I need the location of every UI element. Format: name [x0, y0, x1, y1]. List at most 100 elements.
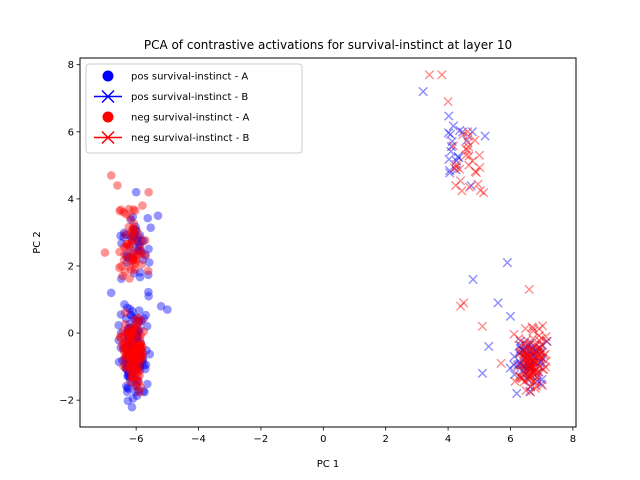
data-point — [136, 340, 146, 349]
data-point — [140, 387, 149, 397]
data-point — [118, 356, 127, 365]
data-point — [418, 86, 428, 97]
data-point — [122, 230, 131, 240]
data-point — [122, 328, 132, 338]
data-point — [117, 274, 126, 284]
data-point — [463, 142, 474, 152]
data-point — [128, 253, 138, 262]
data-point — [525, 338, 536, 348]
data-point — [124, 363, 134, 372]
data-point — [124, 222, 134, 232]
data-point — [524, 361, 535, 371]
data-point — [515, 336, 526, 346]
data-point — [135, 325, 144, 334]
data-point — [530, 383, 541, 394]
data-point — [137, 355, 146, 365]
data-point — [127, 341, 137, 351]
data-point — [122, 258, 132, 267]
data-point — [135, 230, 145, 240]
data-point — [124, 368, 133, 377]
data-point — [529, 346, 539, 357]
data-point — [139, 236, 148, 246]
data-point — [121, 320, 130, 329]
legend-label: neg survival-instinct - A — [131, 113, 250, 124]
data-point — [527, 351, 538, 361]
data-point — [519, 351, 530, 362]
x-axis-ticks: −6 −4 −2 0 2 4 6 8 — [129, 427, 576, 445]
data-point — [446, 141, 457, 152]
data-point — [129, 341, 138, 350]
data-point — [474, 150, 485, 160]
data-point — [514, 371, 524, 381]
data-point — [521, 343, 532, 354]
data-point — [122, 239, 132, 249]
data-point — [536, 333, 547, 343]
data-point — [516, 360, 526, 371]
data-point — [131, 225, 140, 234]
data-point — [134, 378, 143, 387]
data-point — [451, 156, 462, 166]
data-point — [123, 330, 133, 339]
data-point — [129, 350, 139, 359]
data-point — [129, 338, 139, 348]
data-point — [520, 352, 530, 363]
data-point — [124, 351, 134, 360]
data-point — [502, 257, 513, 268]
data-point — [139, 327, 148, 336]
data-point — [524, 363, 534, 373]
data-point — [126, 353, 136, 363]
data-point — [522, 359, 532, 369]
data-point — [128, 224, 138, 234]
data-point — [136, 383, 145, 392]
data-point — [528, 357, 539, 368]
data-point — [133, 356, 143, 366]
data-point — [131, 363, 141, 373]
data-point — [534, 330, 544, 341]
data-point — [127, 327, 136, 337]
data-point — [146, 223, 156, 232]
data-point — [521, 335, 531, 345]
data-point — [450, 180, 461, 191]
data-point — [523, 354, 533, 365]
data-point — [517, 345, 528, 355]
data-point — [120, 308, 130, 318]
data-point — [463, 145, 473, 155]
data-point — [132, 346, 141, 356]
data-point — [445, 168, 455, 178]
data-point — [121, 352, 130, 362]
data-point — [134, 313, 143, 323]
data-point — [117, 239, 126, 248]
data-point — [131, 322, 141, 331]
data-point — [131, 387, 140, 397]
data-point — [127, 249, 136, 259]
data-point — [532, 350, 542, 361]
data-point — [137, 345, 147, 355]
data-point — [136, 339, 146, 349]
data-point — [515, 344, 526, 354]
data-point — [132, 341, 142, 350]
data-point — [524, 386, 535, 397]
data-point — [513, 333, 524, 344]
data-point — [132, 365, 142, 374]
data-point — [127, 230, 137, 239]
data-point — [141, 360, 151, 370]
data-point — [116, 328, 126, 338]
data-point — [126, 215, 136, 225]
data-point — [448, 121, 459, 131]
data-point — [130, 333, 140, 343]
data-point — [121, 337, 131, 346]
data-point — [125, 274, 134, 283]
data-point — [464, 151, 474, 161]
data-point — [539, 350, 549, 361]
data-point — [528, 323, 538, 334]
data-point — [523, 370, 533, 381]
data-point — [123, 330, 133, 339]
data-point — [135, 334, 145, 343]
data-point — [120, 362, 130, 372]
data-point — [135, 272, 145, 282]
data-point — [136, 352, 146, 361]
data-point — [123, 347, 133, 356]
data-point — [534, 343, 545, 353]
data-point — [129, 339, 138, 349]
